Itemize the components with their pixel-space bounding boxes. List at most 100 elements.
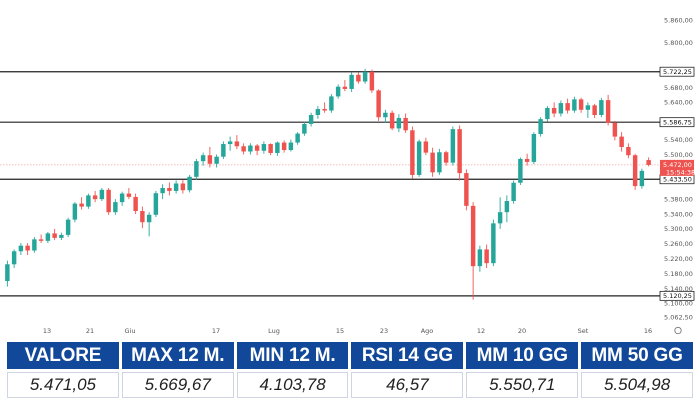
candle-body [275, 142, 280, 153]
y-tick-label: 5.640,00 [664, 99, 693, 107]
candle-body [295, 133, 300, 143]
candle-body [416, 141, 422, 175]
candle-body [356, 74, 361, 82]
y-tick-label: 5.062,50 [664, 314, 693, 322]
candle-body [538, 119, 543, 134]
candle-body [437, 152, 442, 173]
candle-body [518, 158, 523, 183]
candle-body [315, 109, 321, 116]
candle-body [173, 183, 179, 191]
candle-body [221, 144, 226, 157]
candle-body [450, 129, 456, 163]
level-label: 5.722,25 [663, 68, 692, 76]
stats-table: VALORE MAX 12 M. MIN 12 M. RSI 14 GG MM … [4, 339, 696, 401]
candle-body [362, 71, 368, 82]
last-price-label: 5.472,00 [663, 161, 692, 169]
candle-body [626, 147, 631, 156]
candle-body [585, 105, 591, 110]
candle-body [572, 99, 577, 111]
header-valore: VALORE [7, 342, 119, 369]
candle-body [65, 219, 71, 235]
y-tick-label: 5.140,00 [664, 285, 693, 293]
candle-body [86, 195, 91, 207]
candle-body [207, 155, 213, 164]
candle-body [396, 117, 402, 129]
candle-body [369, 71, 375, 91]
x-tick-label: 17 [212, 327, 220, 335]
x-tick-label: 13 [43, 327, 51, 335]
candle-body [545, 107, 550, 120]
last-price-time: 15:54:38 [666, 168, 695, 176]
last-price-box [660, 159, 694, 176]
candle-body [140, 211, 145, 223]
candle-body [79, 203, 84, 207]
candle-body [25, 245, 30, 251]
x-tick-label: 23 [380, 327, 388, 335]
candle-body [234, 141, 240, 147]
candle-body [551, 107, 557, 114]
candle-body [261, 144, 267, 151]
candle-body [612, 122, 618, 137]
value-max-12m: 5.669,67 [121, 372, 234, 398]
price-chart: 5.860,00 5.800,00 5.680,00 5.640,00 5.540,00… [0, 17, 695, 335]
x-tick-label: 16 [644, 327, 652, 335]
candle-body [457, 129, 462, 174]
x-tick-label: Lug [268, 327, 280, 335]
candle-body [241, 146, 246, 152]
candle-body [302, 123, 307, 134]
candle-body [410, 130, 415, 175]
candle-body [113, 202, 118, 213]
x-tick-label: 15 [336, 327, 344, 335]
candle-body [403, 117, 408, 131]
candle-body [254, 145, 260, 151]
y-tick-label: 5.860,00 [664, 17, 693, 25]
candle-body [497, 212, 503, 224]
candle-body [646, 160, 651, 165]
candle-body [248, 145, 253, 152]
clock-icon [674, 326, 682, 335]
header-mm-10gg: MM 10 GG [466, 342, 579, 369]
candle-body [504, 201, 510, 213]
candle-body [308, 115, 314, 124]
y-tick-label: 5.260,00 [664, 240, 693, 248]
value-mm-10gg: 5.550,71 [466, 372, 579, 398]
level-label: 5.120,25 [663, 292, 692, 300]
x-tick-label: Giu [125, 327, 136, 335]
candle-body [18, 245, 24, 252]
candle-body [619, 136, 624, 148]
header-rsi-14gg: RSI 14 GG [351, 342, 464, 369]
candle-body [565, 103, 570, 111]
value-mm-50gg: 5.504,98 [581, 372, 693, 398]
candle-body [214, 156, 219, 164]
candle-body [599, 100, 604, 116]
candle-body [464, 173, 469, 206]
candle-body [322, 109, 327, 111]
candle-body [477, 249, 483, 267]
candle-body [349, 74, 354, 89]
header-mm-50gg: MM 50 GG [581, 342, 693, 369]
candle-body [38, 239, 44, 241]
y-tick-label: 5.180,00 [664, 270, 693, 278]
candle-body [227, 141, 233, 145]
candle-body [72, 203, 78, 220]
candle-body [187, 176, 192, 191]
candle-body [342, 86, 348, 89]
candle-body [153, 193, 159, 215]
candle-body [592, 105, 597, 116]
candle-body [52, 233, 57, 238]
level-label-box [659, 290, 695, 301]
candle-body [531, 133, 537, 162]
candle-body [491, 223, 496, 264]
value-rsi-14gg: 46,57 [351, 372, 464, 398]
x-tick-label: 12 [477, 327, 485, 335]
x-tick-label: 20 [518, 327, 526, 335]
value-min-12m: 4.103,78 [236, 372, 349, 398]
stats-value-row: 5.471,05 5.669,67 4.103,78 46,57 5.550,7… [7, 372, 693, 398]
candle-body [45, 233, 51, 241]
candle-body [484, 249, 489, 264]
y-tick-label: 5.300,00 [664, 225, 693, 233]
y-tick-label: 5.380,00 [664, 195, 693, 203]
candle-body [133, 196, 138, 212]
candle-body [639, 170, 645, 187]
stats-header-row: VALORE MAX 12 M. MIN 12 M. RSI 14 GG MM … [7, 342, 693, 369]
